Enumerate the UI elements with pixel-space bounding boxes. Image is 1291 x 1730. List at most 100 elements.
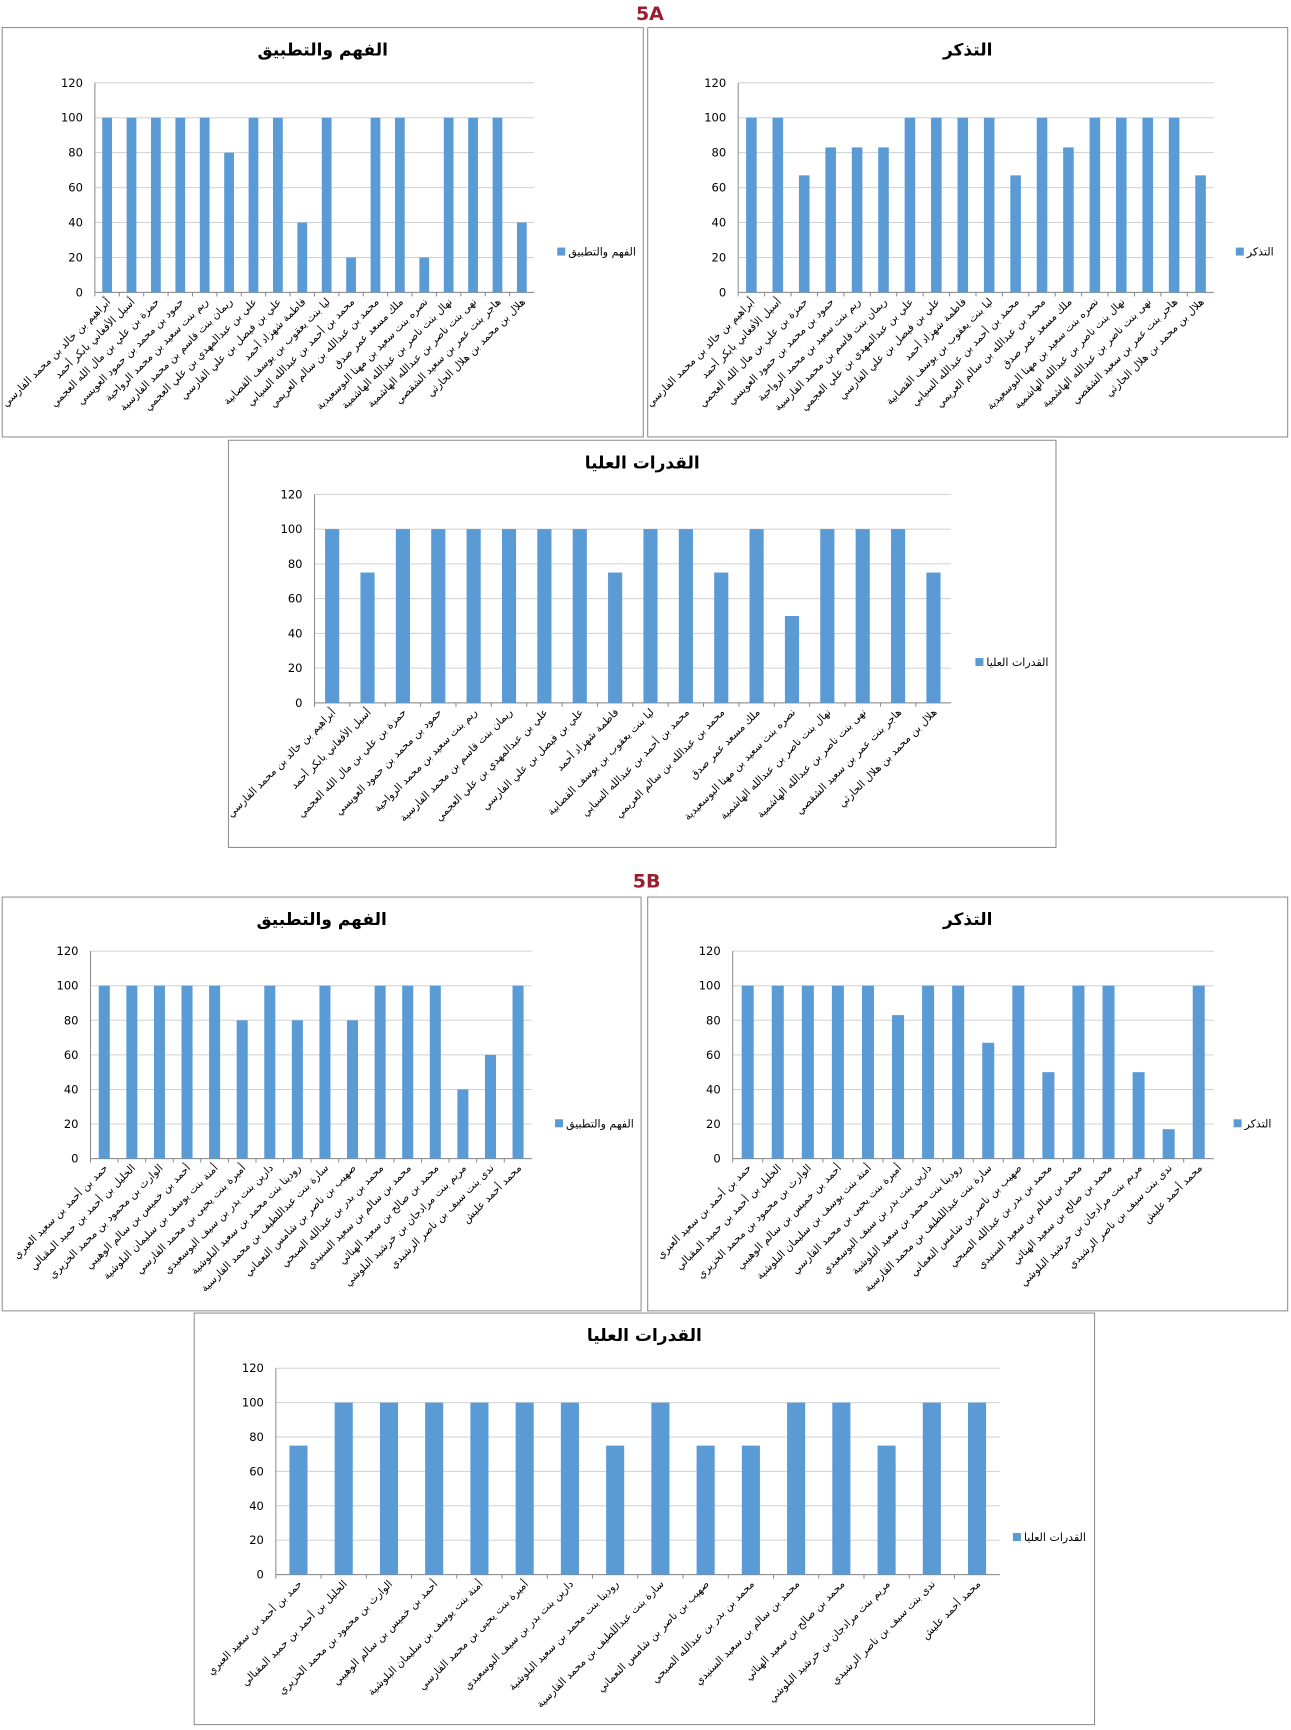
bar [394, 117, 405, 293]
bar [952, 985, 965, 1159]
chart-frame [647, 896, 1289, 1312]
bar [126, 117, 137, 293]
bar [1012, 985, 1025, 1159]
bar [319, 985, 331, 1159]
y-tick-label: 120 [57, 944, 79, 958]
bar [370, 117, 381, 293]
chart-title: التذكر [942, 910, 992, 930]
legend-swatch [557, 247, 566, 256]
y-tick-label: 80 [64, 1013, 79, 1027]
bar [861, 985, 874, 1159]
bar [419, 257, 430, 293]
bar [746, 117, 757, 293]
bar [1195, 175, 1206, 293]
bar [572, 529, 587, 703]
bar [926, 572, 941, 703]
bar [1168, 117, 1180, 293]
bar [922, 985, 935, 1159]
bar [1010, 175, 1021, 293]
bar [696, 1445, 715, 1575]
bar [831, 985, 844, 1159]
bar [1089, 117, 1101, 293]
bar [346, 257, 356, 293]
y-tick-label: 0 [719, 285, 726, 299]
y-tick-label: 60 [712, 181, 727, 195]
y-tick-label: 20 [64, 1117, 79, 1131]
bar [297, 222, 308, 293]
bar [457, 1089, 469, 1159]
y-tick-label: 80 [712, 146, 727, 160]
bar [289, 1445, 308, 1575]
y-tick-label: 120 [699, 944, 721, 958]
bar [515, 1402, 534, 1575]
chart-title: الفهم والتطبيق [258, 41, 388, 61]
bar [98, 985, 110, 1159]
chart-frame [193, 1312, 1096, 1726]
y-tick-label: 80 [68, 146, 83, 160]
bar [968, 1402, 987, 1575]
bar [374, 985, 386, 1159]
bar [787, 1402, 806, 1575]
y-tick-label: 0 [71, 1152, 78, 1166]
bar [606, 1445, 625, 1575]
legend-swatch [975, 658, 984, 667]
y-tick-label: 100 [242, 1396, 264, 1410]
bar [651, 1402, 670, 1575]
y-tick-label: 40 [288, 626, 303, 640]
bar [347, 1020, 359, 1159]
bar [1132, 1072, 1145, 1159]
y-tick-label: 0 [713, 1152, 720, 1166]
y-tick-label: 40 [249, 1499, 264, 1513]
bar [291, 1020, 303, 1159]
bar [516, 222, 527, 293]
y-tick-label: 120 [242, 1361, 264, 1375]
bar [877, 1445, 896, 1575]
legend-swatch [1233, 1119, 1242, 1128]
bar [608, 572, 623, 703]
bar [749, 529, 764, 703]
bar [264, 985, 276, 1159]
y-tick-label: 20 [68, 250, 83, 264]
bar [151, 117, 161, 293]
bar [224, 152, 234, 293]
bar [492, 117, 503, 293]
legend-label: القدرات العليا [1024, 1531, 1086, 1544]
bar [931, 117, 942, 293]
bar [175, 117, 186, 293]
bar [741, 1445, 760, 1575]
bar [1063, 147, 1074, 293]
bar [321, 117, 332, 293]
bar [468, 117, 478, 293]
chart-title: التذكر [942, 41, 992, 61]
y-tick-label: 0 [257, 1568, 264, 1582]
y-tick-label: 40 [706, 1082, 721, 1096]
bar [153, 985, 165, 1159]
y-tick-label: 0 [295, 696, 302, 710]
y-tick-label: 120 [704, 76, 726, 90]
section-label: 5A [636, 3, 664, 25]
bar [878, 147, 889, 293]
legend-label: الفهم والتطبيق [568, 246, 636, 260]
legend-label: التذكر [1246, 246, 1274, 259]
bar [820, 529, 835, 703]
bar [741, 985, 754, 1159]
y-tick-label: 60 [288, 592, 303, 606]
bar [126, 985, 138, 1159]
bar [784, 615, 800, 703]
y-tick-label: 20 [288, 661, 303, 675]
bar [714, 572, 729, 703]
y-tick-label: 100 [281, 522, 303, 536]
chart-title: القدرات العليا [585, 453, 700, 473]
y-tick-label: 100 [704, 111, 726, 125]
bar [1102, 985, 1115, 1159]
bar [983, 117, 995, 293]
bar [560, 1402, 579, 1575]
chart-title: الفهم والتطبيق [256, 910, 386, 930]
bar [443, 117, 454, 293]
bar [360, 572, 375, 703]
legend-label: القدرات العليا [986, 656, 1048, 669]
bar [248, 117, 259, 293]
bar [395, 529, 410, 703]
bar [801, 985, 814, 1159]
